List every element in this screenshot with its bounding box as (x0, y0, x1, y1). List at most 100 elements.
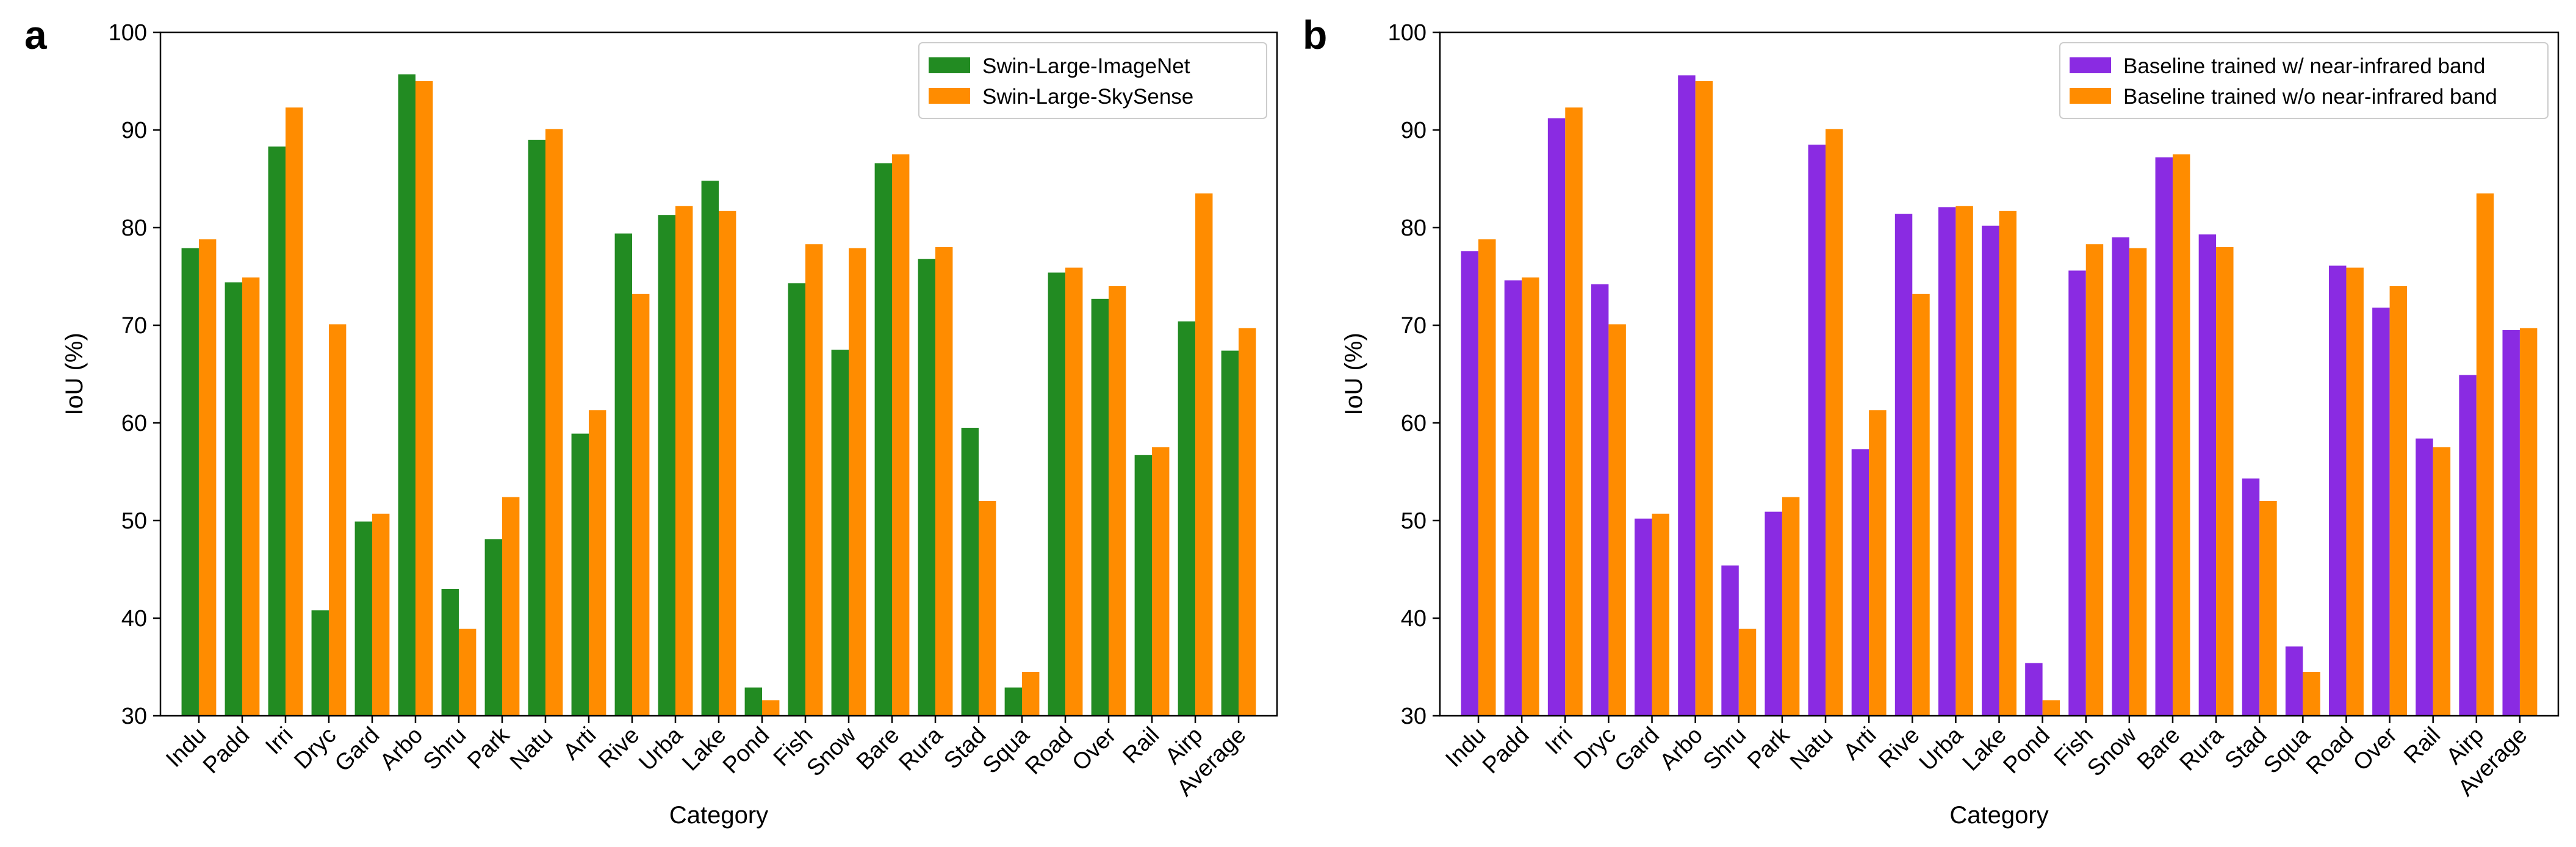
bar-baseline-trained-w-near-infrared-band-over (2372, 308, 2390, 716)
bar-swin-large-skysense-airp (1195, 193, 1213, 716)
y-tick-label: 30 (121, 704, 147, 729)
bar-swin-large-imagenet-padd (225, 282, 242, 716)
bar-swin-large-skysense-urba (675, 206, 693, 716)
bar-baseline-trained-w-near-infrared-band-arti (1851, 449, 1869, 716)
bar-baseline-trained-w-near-infrared-band-urba (1938, 207, 1956, 716)
bar-baseline-trained-w-near-infrared-band-airp (2459, 375, 2477, 716)
bar-swin-large-imagenet-over (1091, 298, 1109, 716)
bar-baseline-trained-w-near-infrared-band-pond (2025, 663, 2043, 716)
bar-baseline-trained-w-near-infrared-band-gard (1635, 518, 1652, 716)
bar-swin-large-imagenet-average (1221, 350, 1239, 716)
y-tick-label: 80 (121, 215, 147, 241)
bar-baseline-trained-w-o-near-infrared-band-natu (1826, 129, 1843, 716)
bar-baseline-trained-w-o-near-infrared-band-rura (2216, 247, 2234, 716)
bar-swin-large-skysense-pond (762, 700, 780, 716)
bar-swin-large-skysense-gard (372, 513, 390, 716)
bar-swin-large-skysense-fish (805, 244, 823, 716)
bar-baseline-trained-w-o-near-infrared-band-airp (2476, 193, 2494, 716)
legend-label-baseline-without-nir: Baseline trained w/o near-infrared band (2123, 85, 2497, 109)
panel-a-axes-frame (159, 31, 1278, 717)
bar-baseline-trained-w-near-infrared-band-shru (1721, 565, 1739, 716)
bar-swin-large-skysense-snow (849, 248, 866, 716)
bar-baseline-trained-w-near-infrared-band-padd (1504, 280, 1522, 716)
bar-swin-large-imagenet-dryc (311, 610, 329, 716)
bar-baseline-trained-w-o-near-infrared-band-over (2389, 286, 2408, 716)
bar-swin-large-imagenet-irri (268, 146, 286, 716)
bar-baseline-trained-w-near-infrared-band-squa (2285, 646, 2303, 716)
y-tick-label: 70 (121, 313, 147, 339)
bar-baseline-trained-w-o-near-infrared-band-snow (2129, 248, 2147, 716)
bar-baseline-trained-w-o-near-infrared-band-arbo (1695, 81, 1713, 716)
bar-swin-large-skysense-lake (719, 211, 736, 716)
bar-swin-large-skysense-over (1109, 286, 1126, 716)
bar-swin-large-imagenet-bare (874, 163, 893, 716)
y-tick-label: 50 (121, 508, 147, 534)
panel-a-x-axis-label: Category (669, 802, 768, 829)
y-tick-label: 50 (1401, 508, 1427, 534)
bar-baseline-trained-w-o-near-infrared-band-average (2519, 328, 2538, 716)
bar-swin-large-skysense-irri (285, 107, 303, 716)
bar-baseline-trained-w-o-near-infrared-band-rive (1912, 294, 1930, 716)
panel-a-legend-box (918, 42, 1267, 119)
panel-b-x-axis-label: Category (1949, 802, 2048, 829)
y-tick-label: 40 (1401, 606, 1427, 632)
panel-a-bars (181, 74, 1256, 716)
bar-baseline-trained-w-o-near-infrared-band-irri (1565, 107, 1583, 716)
y-tick-label: 60 (121, 411, 147, 436)
bar-swin-large-imagenet-rive (614, 233, 632, 716)
bar-baseline-trained-w-o-near-infrared-band-fish (2085, 244, 2104, 716)
legend-swatch-baseline-with-nir (2070, 57, 2111, 73)
bar-baseline-trained-w-near-infrared-band-park (1765, 511, 1782, 716)
legend-swatch-swin-large-imagenet (929, 57, 970, 73)
bar-swin-large-skysense-shru (458, 629, 477, 716)
bar-swin-large-skysense-stad (979, 501, 996, 716)
bar-baseline-trained-w-o-near-infrared-band-bare (2172, 154, 2190, 716)
bar-swin-large-imagenet-squa (1004, 687, 1023, 716)
y-tick-label: 70 (1401, 313, 1427, 339)
bar-swin-large-imagenet-lake (701, 181, 719, 716)
bar-swin-large-skysense-arbo (415, 81, 433, 716)
panel-a-legend: Swin-Large-ImageNet Swin-Large-SkySense (918, 42, 1267, 119)
panel-b-y-axis-label: IoU (%) (1340, 333, 1367, 416)
bar-baseline-trained-w-near-infrared-band-arbo (1678, 75, 1696, 716)
bar-baseline-trained-w-o-near-infrared-band-arti (1869, 410, 1887, 716)
bar-baseline-trained-w-near-infrared-band-lake (1982, 225, 1999, 716)
bar-baseline-trained-w-near-infrared-band-stad (2242, 478, 2260, 716)
bar-swin-large-imagenet-park (484, 539, 502, 716)
bar-swin-large-imagenet-pond (744, 687, 763, 716)
panel-a-letter: a (24, 12, 48, 57)
bar-baseline-trained-w-o-near-infrared-band-squa (2303, 672, 2320, 716)
bar-swin-large-skysense-rura (935, 247, 953, 716)
bar-baseline-trained-w-near-infrared-band-snow (2112, 237, 2129, 716)
y-tick-label: 90 (121, 118, 147, 143)
panel-b-letter: b (1303, 12, 1327, 57)
bar-baseline-trained-w-near-infrared-band-bare (2155, 157, 2173, 716)
panel-b-axes-frame (1439, 31, 2560, 717)
bar-baseline-trained-w-o-near-infrared-band-rail (2433, 447, 2451, 716)
y-tick-label: 30 (1401, 704, 1427, 729)
bar-baseline-trained-w-near-infrared-band-rail (2416, 438, 2433, 716)
panel-b-bars (1461, 75, 2538, 716)
bar-swin-large-imagenet-natu (528, 140, 545, 716)
bar-baseline-trained-w-o-near-infrared-band-padd (1522, 277, 1539, 716)
bar-swin-large-skysense-squa (1022, 672, 1040, 716)
y-tick-label: 80 (1401, 215, 1427, 241)
y-tick-label: 90 (1401, 118, 1427, 143)
bar-baseline-trained-w-near-infrared-band-irri (1547, 118, 1566, 716)
bar-baseline-trained-w-near-infrared-band-natu (1808, 145, 1826, 716)
bar-swin-large-imagenet-shru (441, 589, 459, 716)
bar-swin-large-skysense-dryc (328, 324, 347, 716)
bar-baseline-trained-w-near-infrared-band-average (2502, 330, 2520, 716)
bar-swin-large-skysense-park (502, 497, 520, 716)
bar-swin-large-imagenet-urba (658, 215, 675, 716)
bar-swin-large-skysense-road (1065, 267, 1083, 716)
bar-swin-large-imagenet-arti (571, 433, 589, 716)
bar-baseline-trained-w-near-infrared-band-indu (1461, 251, 1479, 716)
panel-b-legend-box (2059, 42, 2549, 119)
bar-baseline-trained-w-o-near-infrared-band-stad (2259, 501, 2277, 716)
bar-baseline-trained-w-near-infrared-band-road (2329, 265, 2347, 716)
bar-swin-large-imagenet-fish (788, 283, 806, 716)
y-tick-label: 60 (1401, 411, 1427, 436)
